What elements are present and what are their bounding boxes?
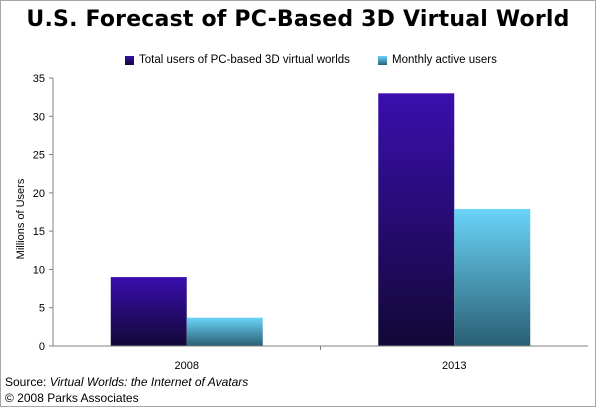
bar-total-users-2013: [378, 93, 455, 346]
legend-swatch-total-users: [125, 55, 134, 65]
x-tick-label: 2008: [175, 360, 199, 372]
bar-total-users-2008: [110, 277, 187, 346]
source-prefix: Source:: [5, 375, 50, 389]
legend-item-total-users: Total users of PC-based 3D virtual world…: [125, 53, 350, 67]
y-tick-label: 35: [33, 73, 45, 85]
x-tick-label: 2013: [442, 360, 466, 372]
y-tick-label: 20: [33, 188, 45, 200]
copyright-note: © 2008 Parks Associates: [5, 391, 139, 405]
chart-title: U.S. Forecast of PC-Based 3D Virtual Wor…: [26, 7, 570, 32]
y-tick-label: 10: [33, 264, 45, 276]
legend-item-monthly-active: Monthly active users: [378, 53, 497, 67]
bar-monthly-active-2013: [454, 208, 531, 346]
y-tick-label: 0: [39, 341, 45, 353]
legend-label-total-users: Total users of PC-based 3D virtual world…: [139, 54, 350, 66]
bar-monthly-active-2008: [186, 317, 263, 346]
source-note: Source: Virtual Worlds: the Internet of …: [5, 375, 248, 389]
legend-swatch-monthly-active: [378, 55, 387, 65]
y-tick-label: 15: [33, 226, 45, 238]
y-tick-label: 25: [33, 150, 45, 162]
y-tick-label: 5: [39, 303, 45, 315]
legend-label-monthly-active: Monthly active users: [392, 54, 497, 66]
source-title: Virtual Worlds: the Internet of Avatars: [49, 375, 249, 389]
y-tick-label: 30: [33, 111, 45, 123]
